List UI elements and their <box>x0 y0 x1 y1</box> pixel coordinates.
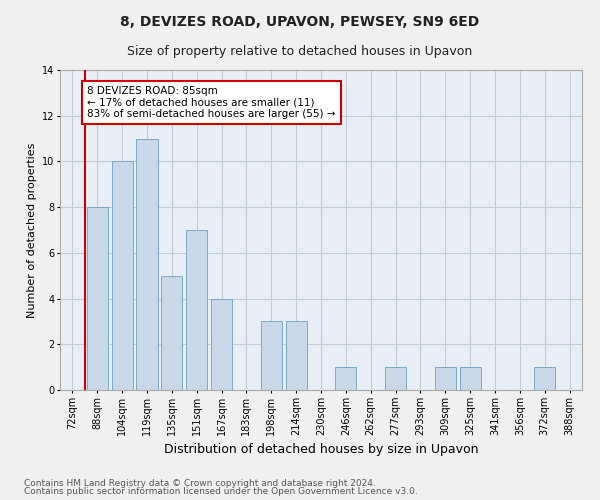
Bar <box>112 162 133 390</box>
Bar <box>211 298 232 390</box>
Bar <box>136 138 158 390</box>
Text: 8 DEVIZES ROAD: 85sqm
← 17% of detached houses are smaller (11)
83% of semi-deta: 8 DEVIZES ROAD: 85sqm ← 17% of detached … <box>88 86 336 119</box>
Bar <box>460 367 481 390</box>
Text: Contains public sector information licensed under the Open Government Licence v3: Contains public sector information licen… <box>24 487 418 496</box>
Y-axis label: Number of detached properties: Number of detached properties <box>26 142 37 318</box>
X-axis label: Distribution of detached houses by size in Upavon: Distribution of detached houses by size … <box>164 444 478 456</box>
Bar <box>261 322 282 390</box>
Bar <box>161 276 182 390</box>
Bar <box>534 367 555 390</box>
Bar <box>335 367 356 390</box>
Bar <box>435 367 456 390</box>
Text: Size of property relative to detached houses in Upavon: Size of property relative to detached ho… <box>127 45 473 58</box>
Bar <box>286 322 307 390</box>
Bar <box>186 230 207 390</box>
Bar <box>385 367 406 390</box>
Text: Contains HM Land Registry data © Crown copyright and database right 2024.: Contains HM Land Registry data © Crown c… <box>24 478 376 488</box>
Text: 8, DEVIZES ROAD, UPAVON, PEWSEY, SN9 6ED: 8, DEVIZES ROAD, UPAVON, PEWSEY, SN9 6ED <box>121 15 479 29</box>
Bar <box>87 207 108 390</box>
